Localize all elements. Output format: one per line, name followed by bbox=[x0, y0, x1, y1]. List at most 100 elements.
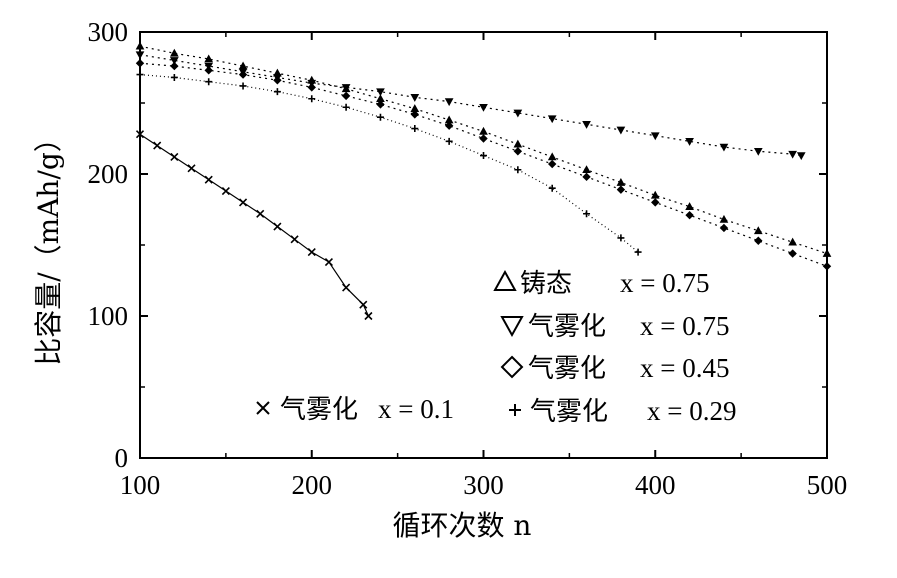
data-point bbox=[547, 152, 557, 161]
data-point bbox=[341, 91, 351, 101]
x-tick-label: 200 bbox=[292, 470, 333, 500]
data-point bbox=[410, 110, 420, 119]
y-tick-label: 100 bbox=[88, 301, 129, 331]
data-point bbox=[376, 88, 385, 97]
data-point bbox=[616, 185, 626, 194]
data-point bbox=[256, 209, 265, 218]
data-point bbox=[719, 223, 729, 233]
data-point bbox=[238, 198, 248, 207]
data-point bbox=[582, 172, 591, 182]
legend-formula: x = 0.45 bbox=[640, 353, 729, 383]
legend-marker-triangle-up bbox=[493, 269, 517, 291]
data-point bbox=[685, 202, 694, 210]
data-point bbox=[135, 59, 145, 68]
data-point bbox=[547, 115, 557, 124]
data-point bbox=[616, 126, 626, 135]
data-point bbox=[136, 71, 144, 79]
data-point bbox=[479, 103, 488, 112]
data-point bbox=[651, 198, 660, 207]
y-tick-label: 300 bbox=[88, 17, 129, 47]
data-point bbox=[513, 109, 523, 118]
legend-marker-triangle-down bbox=[500, 316, 524, 338]
data-point bbox=[548, 184, 556, 192]
data-point bbox=[342, 283, 351, 292]
x-tick-label: 300 bbox=[463, 470, 504, 500]
data-point bbox=[513, 139, 523, 148]
legend-formula: x = 0.1 bbox=[378, 394, 454, 424]
data-point bbox=[822, 248, 832, 257]
data-point bbox=[307, 83, 316, 92]
y-axis-title: 比容量/（mAh/g） bbox=[32, 124, 65, 366]
series-diamond bbox=[135, 59, 832, 271]
data-point bbox=[308, 95, 316, 103]
x-tick-label: 400 bbox=[635, 470, 676, 500]
legend-marker-cross bbox=[256, 401, 270, 415]
data-point bbox=[685, 138, 694, 146]
data-point bbox=[650, 190, 660, 199]
legend-item: 气雾化 x = 0.1 bbox=[256, 394, 454, 425]
legend-label: 气雾化 bbox=[528, 312, 606, 342]
data-point bbox=[170, 152, 179, 162]
series-line bbox=[139, 54, 802, 157]
data-point bbox=[135, 51, 145, 60]
data-point bbox=[170, 61, 179, 71]
legend-marker-diamond bbox=[500, 355, 524, 379]
data-point bbox=[290, 235, 299, 244]
data-point bbox=[547, 159, 557, 169]
data-point bbox=[204, 54, 214, 63]
data-point bbox=[583, 210, 591, 218]
data-point bbox=[788, 150, 797, 159]
data-point bbox=[582, 165, 591, 174]
x-axis-title: 循环次数 n bbox=[393, 509, 532, 542]
data-point bbox=[444, 121, 454, 130]
legend-item: 气雾化 x = 0.45 bbox=[500, 353, 729, 384]
data-point bbox=[410, 94, 420, 102]
series-line bbox=[139, 74, 639, 253]
legend-item: 气雾化 x = 0.75 bbox=[500, 311, 729, 342]
x-axis-ticks: 100 200 300 400 500 bbox=[120, 32, 847, 500]
legend-formula: x = 0.29 bbox=[647, 396, 736, 426]
legend: 铸态 x = 0.75 气雾化 x = 0.75 气雾化 x = 0.45 气雾化 x = 0… bbox=[256, 268, 736, 427]
y-tick-label: 0 bbox=[115, 443, 129, 473]
data-point bbox=[514, 166, 522, 174]
plot-border bbox=[139, 31, 828, 459]
data-point bbox=[753, 226, 763, 235]
data-point bbox=[364, 311, 373, 321]
data-point bbox=[480, 152, 487, 160]
data-point bbox=[170, 48, 179, 57]
data-point bbox=[719, 143, 729, 152]
legend-label: 气雾化 bbox=[280, 395, 358, 425]
data-point bbox=[513, 147, 523, 156]
data-point bbox=[582, 121, 591, 129]
legend-label: 气雾化 bbox=[530, 397, 608, 427]
data-point bbox=[376, 100, 385, 109]
data-point bbox=[753, 147, 763, 156]
y-tick-label: 200 bbox=[88, 159, 129, 189]
legend-item: 铸态 x = 0.75 bbox=[493, 268, 709, 299]
data-point bbox=[788, 249, 797, 258]
plot-frame bbox=[139, 31, 828, 459]
data-point bbox=[634, 248, 642, 256]
data-point bbox=[685, 210, 694, 220]
data-point bbox=[205, 78, 213, 86]
series-line bbox=[139, 62, 828, 267]
data-point bbox=[822, 262, 832, 271]
data-point bbox=[359, 300, 368, 309]
data-point bbox=[204, 66, 213, 75]
data-point bbox=[341, 84, 351, 92]
series-line bbox=[139, 133, 369, 317]
data-point bbox=[444, 98, 454, 107]
data-point bbox=[616, 177, 626, 186]
data-point bbox=[153, 141, 162, 150]
data-point bbox=[187, 164, 196, 173]
legend-formula: x = 0.75 bbox=[620, 268, 709, 298]
legend-label: 气雾化 bbox=[528, 354, 606, 384]
series-plus bbox=[136, 71, 642, 256]
data-point bbox=[376, 113, 384, 121]
legend-marker-plus bbox=[509, 404, 521, 416]
data-point bbox=[170, 57, 179, 65]
data-point bbox=[221, 186, 230, 196]
data-point bbox=[788, 237, 797, 246]
series-cross bbox=[135, 130, 373, 321]
data-point bbox=[170, 73, 178, 81]
